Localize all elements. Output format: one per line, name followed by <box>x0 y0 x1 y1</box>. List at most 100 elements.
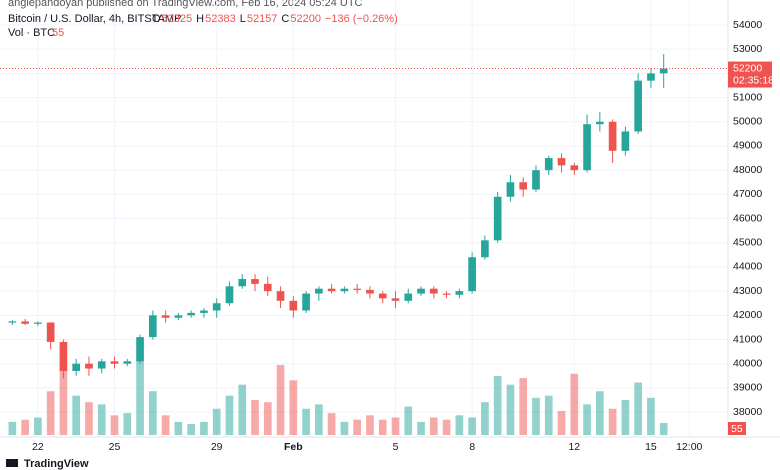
y-tick-label: 39000 <box>733 382 762 394</box>
volume-bar <box>148 391 157 435</box>
ohlc-letter: H <box>196 13 204 25</box>
candle-body <box>621 131 630 151</box>
volume-name: Vol · BTC <box>8 27 55 39</box>
x-tick-label: 5 <box>393 441 399 453</box>
volume-bar <box>289 380 298 435</box>
x-tick-label: Feb <box>284 441 303 453</box>
symbol: Bitcoin / U.S. Dollar, 4h, BITSTAMP <box>8 13 181 25</box>
candle-body <box>315 288 323 294</box>
volume-bar <box>302 408 310 435</box>
volume-bar <box>570 373 579 435</box>
candle-body <box>493 196 502 241</box>
volume-bar <box>238 384 247 435</box>
candle-body <box>417 288 425 294</box>
ohlc-value: 52200 <box>290 13 321 25</box>
volume-bar <box>468 417 476 435</box>
volume-bar <box>404 406 413 435</box>
volume-bar <box>429 417 438 435</box>
volume-bar <box>97 404 106 435</box>
ohlc-legend: O 52325 H 52383 L 52157 C 52200 −136 (−0.26%) <box>152 13 398 25</box>
volume-bar <box>136 360 144 435</box>
y-tick-label: 38000 <box>733 406 762 418</box>
x-tick-label: 8 <box>469 441 475 453</box>
x-tick-label: 29 <box>211 441 223 453</box>
volume-bar <box>532 397 540 435</box>
y-tick-label: 51000 <box>733 91 762 103</box>
price-badge <box>728 61 772 88</box>
volume-bar <box>583 404 591 435</box>
candle-body <box>570 165 579 171</box>
volume-bar <box>621 400 630 435</box>
candle-body <box>353 288 362 290</box>
volume-bar <box>200 421 208 435</box>
volume-bar <box>353 419 362 435</box>
candle-body <box>468 257 476 292</box>
candle-body <box>544 158 553 171</box>
volume-bar <box>647 397 655 435</box>
ohlc-letter: C <box>281 13 289 25</box>
volume-badge <box>728 422 746 435</box>
candle-body <box>557 158 566 166</box>
volume-bar <box>174 421 183 435</box>
candle-body <box>136 337 144 362</box>
y-tick-label: 46000 <box>733 212 762 224</box>
candle-body <box>634 80 642 132</box>
candle-body <box>519 182 528 190</box>
price-badge-countdown: 02:35:18 <box>733 74 774 86</box>
volume-bar <box>34 417 42 435</box>
volume-bar <box>659 422 668 435</box>
volume-bar <box>85 402 93 435</box>
volume-bar <box>8 421 17 435</box>
candle-body <box>187 312 195 316</box>
volume-bar <box>506 384 515 435</box>
volume-bar <box>123 413 132 435</box>
candle-body <box>46 322 55 342</box>
published-note: anglepandoyan published on TradingView.c… <box>8 0 363 9</box>
volume-bar <box>366 415 374 435</box>
candle-body <box>532 170 540 190</box>
y-tick-label: 54000 <box>733 19 762 31</box>
candle-body <box>72 363 81 371</box>
y-tick-label: 41000 <box>733 333 762 345</box>
volume-badge-value: 55 <box>731 423 743 435</box>
candle-body <box>647 73 655 81</box>
volume-bar <box>327 413 336 435</box>
y-tick-label: 50000 <box>733 116 762 128</box>
volume-bar <box>187 424 195 435</box>
candle-body <box>161 315 170 318</box>
candle-body <box>34 322 42 324</box>
x-tick-label: 25 <box>109 441 121 453</box>
y-tick-label: 49000 <box>733 140 762 152</box>
volume-bar <box>59 369 68 435</box>
y-tick-label: 48000 <box>733 164 762 176</box>
x-tick-label: 12:00 <box>676 441 702 453</box>
volume-bar <box>21 419 29 435</box>
candle-body <box>442 293 451 295</box>
candle-body <box>583 124 591 171</box>
candle-body <box>59 341 68 371</box>
candle-body <box>276 291 285 301</box>
candle-body <box>263 283 272 292</box>
price-pane <box>0 54 728 379</box>
footer: TradingView <box>24 458 89 470</box>
candle-body <box>481 240 489 258</box>
volume-bar <box>544 395 553 435</box>
candle-body <box>506 182 515 197</box>
candle-body <box>110 361 119 364</box>
x-tick-label: 12 <box>568 441 580 453</box>
volume-bar <box>161 415 170 435</box>
volume-bar <box>634 382 642 435</box>
candle-body <box>97 361 106 369</box>
volume-bar <box>276 365 285 435</box>
volume-bar <box>557 410 566 435</box>
volume-bar <box>251 400 259 435</box>
y-tick-label: 47000 <box>733 188 762 200</box>
candle-body <box>455 291 464 295</box>
candle-body <box>21 321 29 324</box>
grid <box>0 0 728 437</box>
volume-bar <box>493 375 502 435</box>
candle-body <box>148 315 157 338</box>
candle-body <box>366 289 374 294</box>
volume-bar <box>378 419 387 435</box>
